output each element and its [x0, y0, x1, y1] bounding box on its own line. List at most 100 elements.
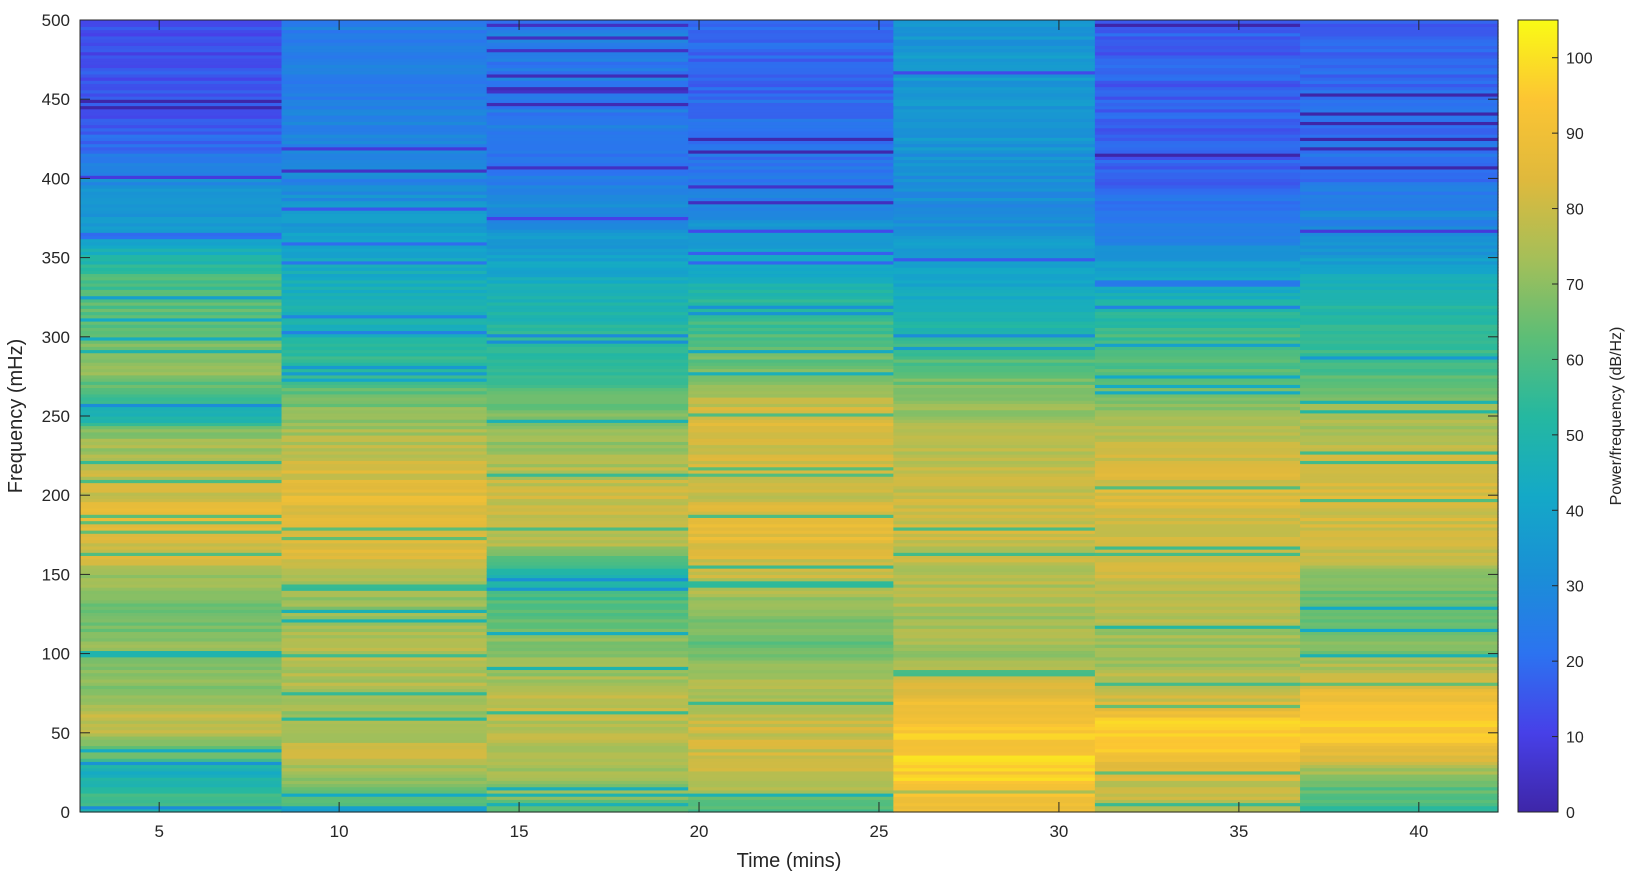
- heatmap-cell: [281, 175, 488, 179]
- heatmap-cell: [688, 675, 894, 680]
- colorbar-tick-label: 30: [1566, 579, 1584, 596]
- heatmap-cell: [486, 346, 689, 351]
- heatmap-cell: [688, 390, 894, 395]
- heatmap-cell: [1300, 805, 1499, 810]
- heatmap-cell: [486, 409, 689, 414]
- heatmap-cell: [1094, 32, 1301, 37]
- heatmap-cell: [1094, 168, 1301, 173]
- heatmap-cell: [1300, 628, 1499, 633]
- heatmap-cell: [1300, 606, 1499, 610]
- heatmap-cell: [893, 222, 1096, 227]
- heatmap-cell: [486, 39, 689, 43]
- heatmap-cell: [688, 308, 894, 313]
- heatmap-cell: [486, 387, 689, 392]
- heatmap-cell: [1094, 23, 1301, 27]
- heatmap-cell: [1094, 507, 1301, 512]
- heatmap-cell: [1094, 476, 1301, 480]
- heatmap-cell: [893, 435, 1096, 439]
- heatmap-cell: [1094, 254, 1301, 259]
- heatmap-cell: [893, 178, 1096, 183]
- heatmap-cell: [1094, 666, 1301, 671]
- heatmap-cell: [893, 685, 1096, 690]
- heatmap-cell: [1094, 102, 1301, 107]
- heatmap-cell: [80, 229, 283, 233]
- heatmap-cell: [1300, 137, 1499, 141]
- heatmap-cell: [80, 384, 283, 389]
- heatmap-cell: [486, 390, 689, 395]
- heatmap-cell: [80, 203, 283, 208]
- heatmap-cell: [893, 707, 1096, 712]
- heatmap-cell: [80, 175, 283, 179]
- heatmap-cell: [486, 279, 689, 284]
- heatmap-cell: [688, 77, 894, 81]
- y-tick-label: 350: [42, 249, 70, 268]
- heatmap-cell: [281, 444, 488, 449]
- heatmap-cell: [281, 149, 488, 154]
- heatmap-cell: [281, 770, 488, 775]
- heatmap-cell: [1300, 783, 1499, 788]
- heatmap-cell: [281, 343, 488, 347]
- heatmap-cell: [281, 279, 488, 284]
- heatmap-cell: [486, 406, 689, 411]
- heatmap-cell: [1094, 381, 1301, 385]
- heatmap-cell: [1300, 767, 1499, 772]
- heatmap-cell: [1094, 54, 1301, 59]
- heatmap-cell: [80, 739, 283, 743]
- heatmap-cell: [486, 517, 689, 522]
- heatmap-cell: [281, 42, 488, 46]
- heatmap-cell: [80, 628, 283, 633]
- heatmap-cell: [281, 26, 488, 31]
- heatmap-cell: [1300, 260, 1499, 265]
- heatmap-cell: [486, 355, 689, 360]
- heatmap-cell: [486, 260, 689, 265]
- heatmap-cell: [1094, 568, 1301, 572]
- heatmap-cell: [80, 111, 283, 116]
- heatmap-cell: [486, 739, 689, 743]
- heatmap-cell: [486, 511, 689, 515]
- heatmap-cell: [893, 701, 1096, 705]
- heatmap-cell: [486, 96, 689, 100]
- heatmap-cell: [281, 349, 488, 354]
- heatmap-cell: [1300, 175, 1499, 179]
- heatmap-cell: [80, 786, 283, 791]
- heatmap-cell: [893, 77, 1096, 81]
- heatmap-cell: [688, 175, 894, 179]
- heatmap-cell: [893, 419, 1096, 423]
- heatmap-cell: [281, 412, 488, 417]
- heatmap-cell: [486, 289, 689, 294]
- heatmap-cell: [1094, 333, 1301, 338]
- heatmap-cell: [1300, 758, 1499, 762]
- heatmap-cell: [281, 773, 488, 778]
- heatmap-cell: [893, 191, 1096, 195]
- heatmap-cell: [893, 213, 1096, 218]
- heatmap-cell: [80, 571, 283, 575]
- heatmap-cell: [1300, 460, 1499, 465]
- heatmap-cell: [893, 517, 1096, 522]
- heatmap-cell: [893, 86, 1096, 91]
- heatmap-cell: [1094, 229, 1301, 233]
- heatmap-cell: [80, 558, 283, 563]
- heatmap-cell: [486, 140, 689, 145]
- heatmap-cell: [281, 86, 488, 91]
- heatmap-cell: [893, 748, 1096, 753]
- heatmap-cell: [1300, 64, 1499, 69]
- heatmap-cell: [1094, 488, 1301, 493]
- heatmap-cell: [486, 675, 689, 680]
- heatmap-cell: [486, 89, 689, 94]
- heatmap-cell: [80, 425, 283, 430]
- heatmap-cell: [893, 146, 1096, 151]
- heatmap-cell: [486, 419, 689, 423]
- heatmap-cell: [688, 422, 894, 427]
- heatmap-cell: [688, 251, 894, 256]
- heatmap-cell: [80, 780, 283, 785]
- heatmap-cell: [281, 301, 488, 306]
- heatmap-cell: [1300, 184, 1499, 189]
- heatmap-cell: [486, 99, 689, 103]
- heatmap-cell: [1094, 796, 1301, 800]
- heatmap-cell: [688, 507, 894, 512]
- heatmap-cell: [281, 99, 488, 103]
- heatmap-cell: [1300, 238, 1499, 243]
- heatmap-cell: [1094, 716, 1301, 721]
- heatmap-cell: [281, 336, 488, 341]
- heatmap-cell: [1300, 327, 1499, 332]
